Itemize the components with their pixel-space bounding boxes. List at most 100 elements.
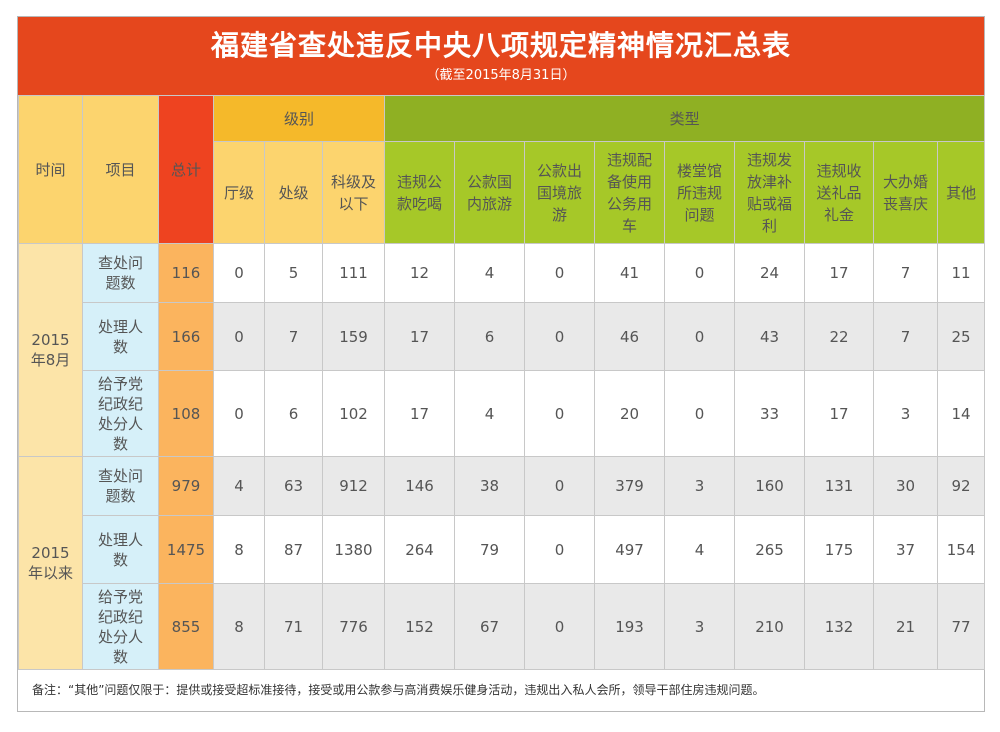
level-value: 102 — [321, 370, 386, 457]
table-row: 处理人数 166 0 7 159 17 6 0 46 0 43 22 7 25 — [19, 302, 986, 371]
level-value: 1380 — [321, 515, 386, 584]
type-value: 17 — [804, 370, 875, 457]
type-value: 41 — [594, 243, 666, 303]
level-value: 0 — [213, 302, 265, 371]
type-value: 7 — [873, 302, 939, 371]
type-value: 92 — [937, 456, 986, 516]
row-item-label: 处理人数 — [82, 515, 159, 584]
type-value: 14 — [937, 370, 986, 457]
type-value: 46 — [594, 302, 666, 371]
type-value: 0 — [664, 243, 736, 303]
type-value: 0 — [524, 243, 596, 303]
type-value: 21 — [873, 583, 939, 670]
type-value: 38 — [454, 456, 526, 516]
type-value: 7 — [873, 243, 939, 303]
title-bar: 福建省查处违反中央八项规定精神情况汇总表 （截至2015年8月31日） — [18, 17, 984, 95]
row-total: 855 — [158, 583, 214, 670]
table-row: 给予党纪政纪处分人数 855 8 71 776 152 67 0 193 3 210 132 21 77 — [19, 583, 986, 670]
row-item-label: 处理人数 — [82, 302, 159, 371]
type-value: 67 — [454, 583, 526, 670]
row-total: 166 — [158, 302, 214, 371]
report-frame: 福建省查处违反中央八项规定精神情况汇总表 （截至2015年8月31日） 时间 项… — [17, 16, 986, 712]
footnote: 备注：“其他”问题仅限于：提供或接受超标准接待，接受或用公款参与高消费娱乐健身活… — [32, 683, 765, 697]
type-value: 4 — [454, 243, 526, 303]
period-label: 2015年8月 — [18, 243, 83, 457]
type-value: 4 — [454, 370, 526, 457]
level-value: 912 — [321, 456, 386, 516]
type-value: 0 — [524, 456, 596, 516]
header-item: 项目 — [82, 95, 159, 244]
type-value: 379 — [594, 456, 666, 516]
header-time: 时间 — [18, 95, 83, 244]
header-type-2: 公款出国境旅游 — [524, 141, 596, 244]
header-level-group: 级别 — [212, 95, 386, 142]
header-total: 总计 — [158, 95, 214, 244]
type-value: 160 — [734, 456, 806, 516]
type-value: 12 — [384, 243, 456, 303]
type-value: 0 — [524, 302, 596, 371]
type-value: 0 — [664, 302, 736, 371]
level-value: 5 — [264, 243, 323, 303]
page-subtitle: （截至2015年8月31日） — [426, 68, 576, 83]
level-value: 71 — [264, 583, 323, 670]
table-row: 处理人数 1475 8 87 1380 264 79 0 497 4 265 175 37 154 — [19, 515, 986, 584]
type-value: 152 — [384, 583, 456, 670]
level-value: 0 — [213, 370, 265, 457]
row-total: 1475 — [158, 515, 214, 584]
header-type-6: 违规收送礼品礼金 — [804, 141, 875, 244]
type-value: 264 — [384, 515, 456, 584]
header-type-8: 其他 — [937, 141, 986, 244]
type-value: 17 — [384, 302, 456, 371]
type-value: 30 — [873, 456, 939, 516]
header-level-0: 厅级 — [213, 141, 265, 244]
type-value: 22 — [804, 302, 875, 371]
header-type-group: 类型 — [384, 95, 986, 142]
header-type-1: 公款国内旅游 — [454, 141, 526, 244]
level-value: 8 — [213, 583, 265, 670]
header-type-4: 楼堂馆所违规问题 — [664, 141, 736, 244]
row-total: 108 — [158, 370, 214, 457]
type-value: 11 — [937, 243, 986, 303]
table-row: 2015年以来 查处问题数 979 4 63 912 146 38 0 379 3 160 131 30 9… — [18, 456, 986, 670]
type-value: 0 — [524, 515, 596, 584]
type-value: 77 — [937, 583, 986, 670]
row-item-label: 查处问题数 — [82, 456, 159, 516]
header-level-2: 科级及以下 — [321, 141, 386, 244]
level-value: 776 — [321, 583, 386, 670]
type-value: 3 — [664, 456, 736, 516]
type-value: 0 — [524, 370, 596, 457]
level-value: 6 — [264, 370, 323, 457]
row-item-label: 查处问题数 — [82, 243, 159, 303]
type-value: 6 — [454, 302, 526, 371]
header-type-0: 违规公款吃喝 — [384, 141, 456, 244]
type-value: 33 — [734, 370, 806, 457]
type-value: 3 — [873, 370, 939, 457]
level-value: 159 — [321, 302, 386, 371]
type-value: 175 — [804, 515, 875, 584]
table-row: 给予党纪政纪处分人数 108 0 6 102 17 4 0 20 0 33 17 3 14 — [19, 370, 986, 457]
row-total: 116 — [158, 243, 214, 303]
header-type-7: 大办婚丧喜庆 — [873, 141, 939, 244]
table-row: 2015年8月 查处问题数 116 0 5 111 12 4 0 41 0 24 17 7 11 — [18, 243, 986, 457]
type-value: 0 — [664, 370, 736, 457]
level-value: 111 — [321, 243, 386, 303]
type-value: 4 — [664, 515, 736, 584]
row-total: 979 — [158, 456, 214, 516]
level-value: 4 — [213, 456, 265, 516]
page-title: 福建省查处违反中央八项规定精神情况汇总表 — [210, 29, 791, 62]
row-item-label: 给予党纪政纪处分人数 — [82, 370, 159, 457]
type-value: 43 — [734, 302, 806, 371]
row-item-label: 给予党纪政纪处分人数 — [82, 583, 159, 670]
type-value: 210 — [734, 583, 806, 670]
type-value: 154 — [937, 515, 986, 584]
period-label: 2015年以来 — [18, 456, 83, 670]
summary-table: 时间 项目 总计 级别 类型 厅级 处级 科级及以下 违规公款吃喝 公款国内旅游 公款出国… — [18, 95, 986, 670]
type-value: 497 — [594, 515, 666, 584]
type-value: 3 — [664, 583, 736, 670]
level-value: 87 — [264, 515, 323, 584]
type-value: 20 — [594, 370, 666, 457]
level-value: 0 — [213, 243, 265, 303]
type-value: 25 — [937, 302, 986, 371]
type-value: 146 — [384, 456, 456, 516]
type-value: 24 — [734, 243, 806, 303]
